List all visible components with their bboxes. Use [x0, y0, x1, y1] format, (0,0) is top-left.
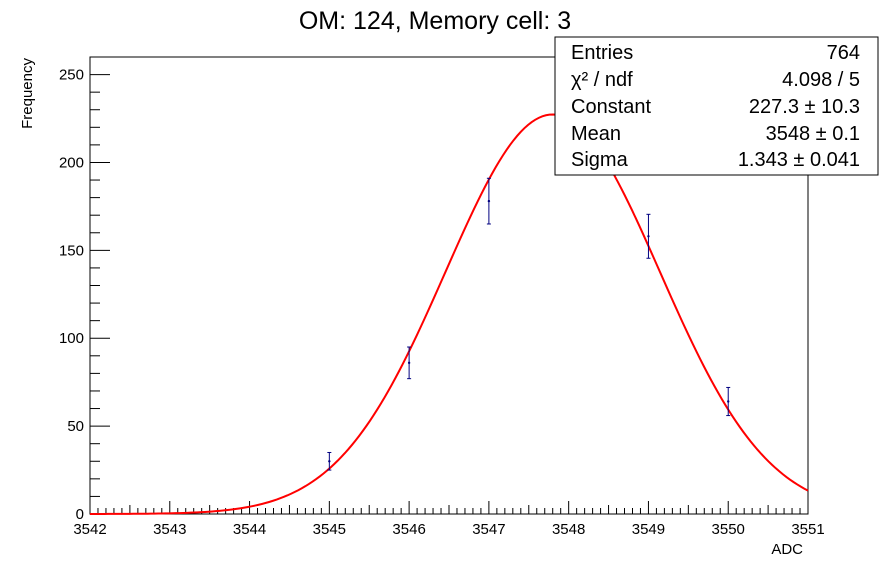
- x-tick-label: 3543: [153, 521, 186, 538]
- data-point: [327, 451, 332, 471]
- x-axis-title: ADC: [771, 541, 803, 558]
- point-marker: [647, 235, 650, 238]
- x-tick-label: 3551: [791, 521, 824, 538]
- y-tick-label: 250: [59, 67, 84, 84]
- x-tick-label: 3546: [392, 521, 425, 538]
- stats-value: 764: [827, 42, 860, 64]
- x-axis-ticks: 3542 3543 3544 3545 3546 3547 3548 3549 3550 3551: [73, 501, 825, 538]
- y-tick-label: 200: [59, 154, 84, 171]
- x-tick-label: 3549: [632, 521, 665, 538]
- y-axis-ticks: 0 50 100 150 200 250: [59, 56, 110, 523]
- point-marker: [487, 199, 491, 203]
- data-point: [726, 386, 731, 417]
- x-tick-label: 3542: [73, 521, 106, 538]
- stats-box-frame: [554, 36, 879, 176]
- stats-label: Mean: [571, 123, 621, 145]
- stats-label: χ² / ndf: [571, 69, 633, 91]
- data-points: [327, 177, 731, 471]
- y-tick-label: 50: [67, 418, 84, 435]
- y-tick-label: 150: [59, 242, 84, 259]
- stats-value: 3548 ± 0.1: [766, 123, 860, 145]
- stats-box: Entries 764 χ² / ndf 4.098 / 5 Constant 227.3…: [554, 36, 879, 176]
- point-marker: [407, 361, 411, 365]
- y-tick-label: 100: [59, 330, 84, 347]
- data-point: [407, 346, 412, 380]
- point-marker: [328, 460, 331, 463]
- x-tick-label: 3547: [472, 521, 505, 538]
- y-tick-label: 0: [76, 506, 84, 523]
- stats-label: Sigma: [571, 149, 629, 171]
- stats-value: 227.3 ± 10.3: [749, 96, 860, 118]
- gaussian-fit-curve: [90, 113, 809, 515]
- chart-title: OM: 124, Memory cell: 3: [299, 7, 571, 35]
- x-tick-label: 3545: [313, 521, 346, 538]
- stats-value: 1.343 ± 0.041: [738, 149, 860, 171]
- stats-value: 4.098 / 5: [782, 69, 860, 91]
- data-point: [486, 177, 491, 225]
- stats-label: Constant: [571, 96, 651, 118]
- data-point: [646, 213, 651, 259]
- x-tick-label: 3550: [712, 521, 745, 538]
- x-tick-label: 3544: [233, 521, 266, 538]
- stats-label: Entries: [571, 42, 633, 64]
- point-marker: [727, 400, 730, 403]
- y-axis-title: Frequency: [19, 58, 36, 129]
- x-tick-label: 3548: [552, 521, 585, 538]
